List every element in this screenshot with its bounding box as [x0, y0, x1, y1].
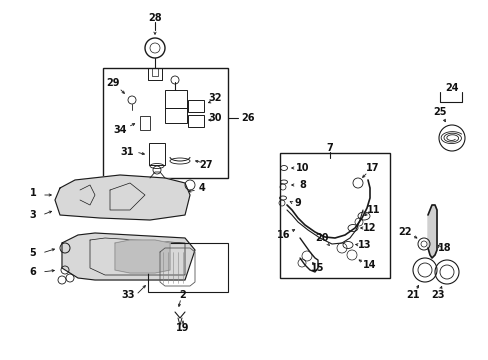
Text: 15: 15 [311, 263, 324, 273]
Text: 32: 32 [208, 93, 221, 103]
Text: 5: 5 [30, 248, 36, 258]
Text: 18: 18 [437, 243, 451, 253]
Text: 13: 13 [358, 240, 371, 250]
Text: 21: 21 [406, 290, 419, 300]
Text: 9: 9 [294, 198, 301, 208]
Text: 4: 4 [198, 183, 205, 193]
Text: 22: 22 [397, 227, 411, 237]
Polygon shape [427, 205, 436, 258]
Text: 24: 24 [445, 83, 458, 93]
Text: 12: 12 [363, 223, 376, 233]
Bar [148, 243, 227, 292]
Text: 25: 25 [432, 107, 446, 117]
Bar [187, 115, 203, 127]
Bar [103, 68, 227, 178]
Text: 11: 11 [366, 205, 380, 215]
Text: 7: 7 [326, 143, 333, 153]
Text: 1: 1 [30, 188, 36, 198]
Text: 2: 2 [179, 290, 186, 300]
Text: 31: 31 [120, 147, 134, 157]
Text: 14: 14 [363, 260, 376, 270]
Text: 30: 30 [208, 113, 221, 123]
Bar [149, 143, 164, 165]
Bar [164, 90, 186, 108]
Text: 34: 34 [113, 125, 126, 135]
Text: 26: 26 [241, 113, 254, 123]
Bar [164, 108, 186, 123]
Polygon shape [55, 175, 190, 220]
Polygon shape [62, 233, 195, 280]
Text: 23: 23 [430, 290, 444, 300]
Text: 27: 27 [199, 160, 212, 170]
Text: 3: 3 [30, 210, 36, 220]
Bar [280, 153, 389, 278]
Text: 10: 10 [296, 163, 309, 173]
Text: 33: 33 [121, 290, 135, 300]
Text: 19: 19 [176, 323, 189, 333]
Text: 29: 29 [106, 78, 120, 88]
Text: 20: 20 [315, 233, 328, 243]
Polygon shape [115, 240, 170, 273]
Text: 16: 16 [277, 230, 290, 240]
Bar [187, 100, 203, 112]
Text: 6: 6 [30, 267, 36, 277]
Text: 28: 28 [148, 13, 162, 23]
Text: 17: 17 [366, 163, 379, 173]
Bar [140, 116, 150, 130]
Text: 8: 8 [299, 180, 306, 190]
